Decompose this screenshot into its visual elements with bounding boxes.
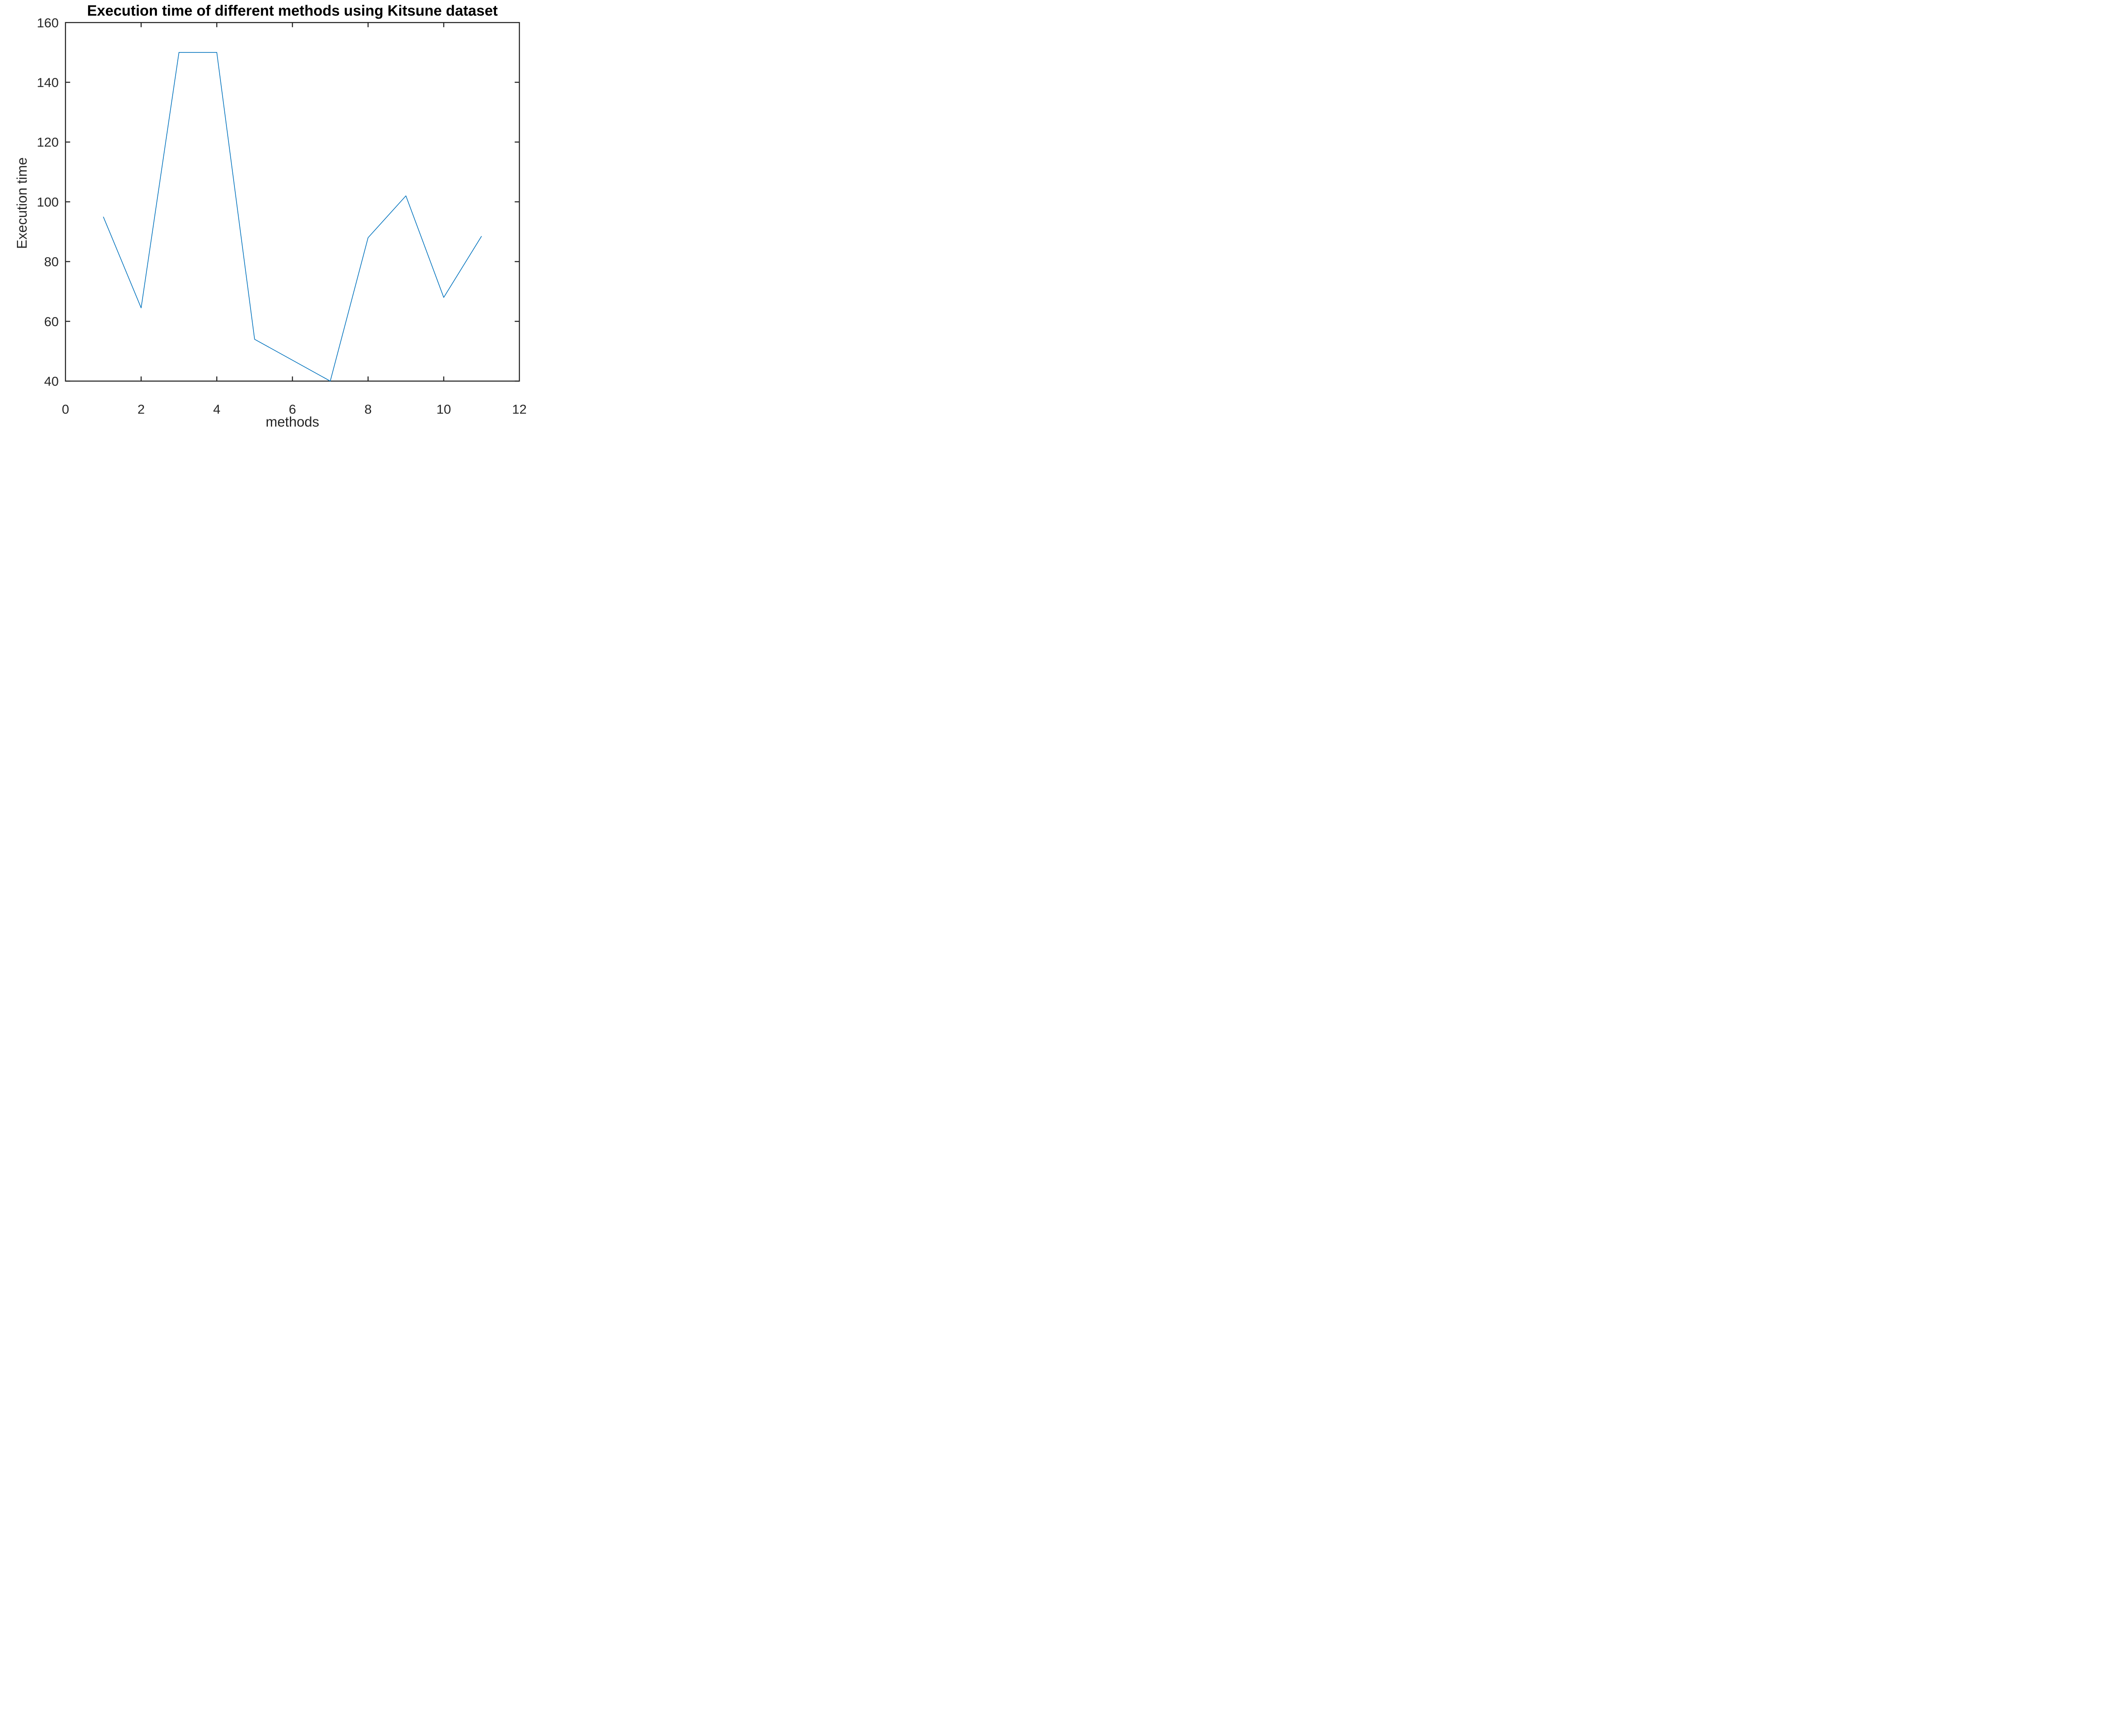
plot-area: 0 2 4 6 8 10 12 40 60 80 100 120 140 160 xyxy=(37,15,526,417)
x-tick-label: 2 xyxy=(138,402,145,417)
y-tick-label: 80 xyxy=(44,254,58,269)
x-tick-label: 12 xyxy=(512,402,526,417)
y-tick-label: 120 xyxy=(37,135,59,150)
axes-frame xyxy=(65,22,520,382)
x-axis-label: methods xyxy=(265,414,320,430)
x-tick-label: 4 xyxy=(213,402,220,417)
y-tick-label: 100 xyxy=(37,195,59,209)
x-tick-label: 6 xyxy=(289,402,296,417)
data-line xyxy=(103,52,482,382)
y-tick-label: 60 xyxy=(44,314,58,329)
figure: Execution time of different methods usin… xyxy=(0,0,540,434)
x-tick-label: 0 xyxy=(62,402,69,417)
y-axis-label: Execution time xyxy=(14,157,30,249)
y-tick-label: 40 xyxy=(44,374,58,389)
y-tick-label: 160 xyxy=(37,15,59,30)
y-tick-label: 140 xyxy=(37,75,59,90)
x-tick-label: 8 xyxy=(364,402,372,417)
chart-title: Execution time of different methods usin… xyxy=(87,3,498,19)
x-tick-label: 10 xyxy=(436,402,451,417)
